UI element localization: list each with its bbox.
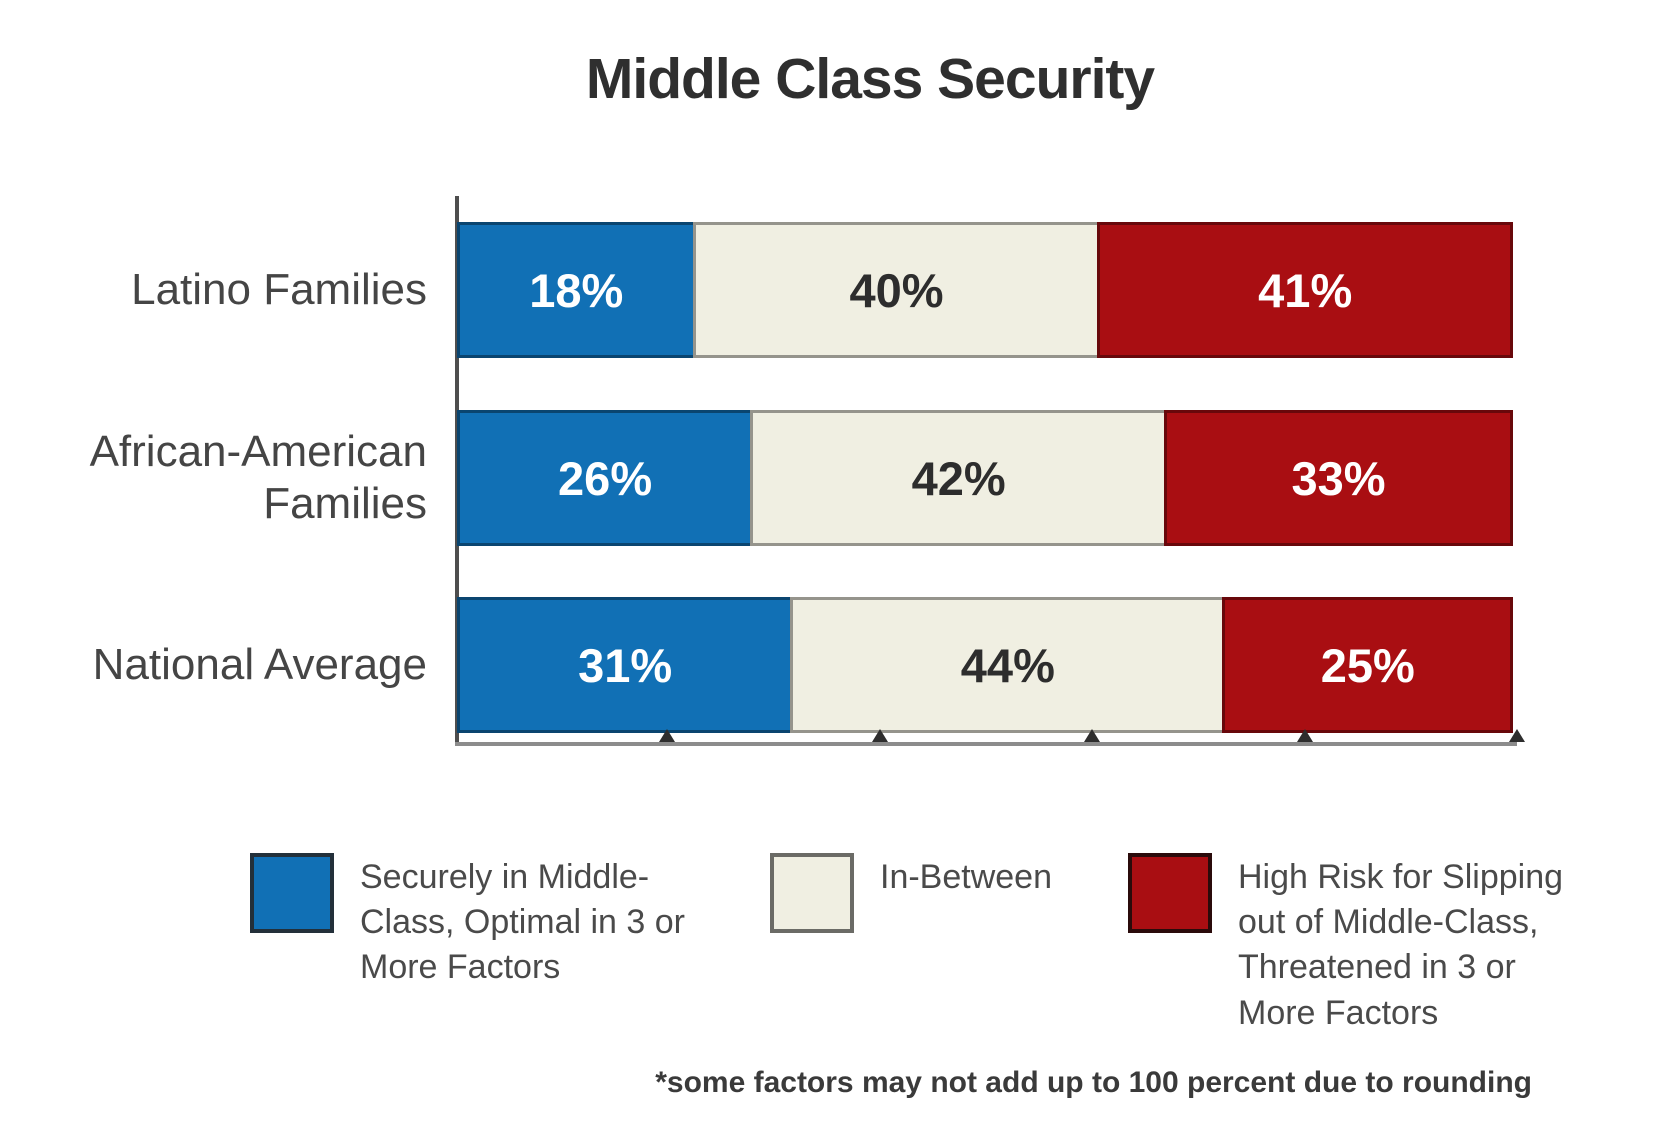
- legend-swatch-secure: [250, 853, 334, 933]
- bar-value-label: 40%: [849, 263, 944, 317]
- x-axis-tick: [1296, 729, 1313, 742]
- bar-segment-high-risk: 41%: [1097, 222, 1513, 358]
- legend-item-secure: Securely in Middle-Class, Optimal in 3 o…: [250, 853, 738, 991]
- bar-segment-in-between: 44%: [790, 597, 1226, 733]
- bar-segment-secure: 18%: [457, 222, 696, 358]
- x-axis-tick: [871, 729, 888, 742]
- legend-label: Securely in Middle-Class, Optimal in 3 o…: [360, 858, 685, 987]
- legend-label: High Risk for Slipping out of Middle-Cla…: [1238, 858, 1564, 1032]
- bar-segment-high-risk: 25%: [1222, 597, 1513, 733]
- legend-label: In-Between: [880, 858, 1052, 896]
- bar-row: Latino Families 18% 40% 41%: [0, 222, 1513, 358]
- legend-item-high-risk: High Risk for Slipping out of Middle-Cla…: [1128, 853, 1590, 1036]
- category-label: Latino Families: [131, 265, 427, 315]
- bar-segment-high-risk: 33%: [1164, 410, 1513, 546]
- x-axis-tick: [1084, 729, 1101, 742]
- bar-segment-in-between: 42%: [750, 410, 1168, 546]
- bar-value-label: 44%: [960, 638, 1055, 692]
- legend-swatch-high-risk: [1128, 853, 1212, 933]
- bar-segment-secure: 26%: [457, 410, 754, 546]
- bar-value-label: 33%: [1291, 451, 1386, 505]
- bar-value-label: 26%: [558, 451, 653, 505]
- x-axis-line: [455, 742, 1517, 746]
- bar-value-label: 25%: [1320, 638, 1415, 692]
- category-label: African-American Families: [89, 427, 427, 528]
- bar-segment-in-between: 40%: [692, 222, 1101, 358]
- chart-title: Middle Class Security: [585, 47, 1155, 111]
- bar-row: African-American Families 26% 42% 33%: [0, 410, 1513, 546]
- category-label: National Average: [92, 640, 427, 690]
- footnote: *some factors may not add up to 100 perc…: [655, 1066, 1532, 1099]
- x-axis-ticks: [455, 728, 1525, 742]
- bar-segment-secure: 31%: [457, 597, 794, 733]
- bar-value-label: 31%: [578, 638, 673, 692]
- bar-value-label: 18%: [529, 263, 624, 317]
- bars-area: Latino Families 18% 40% 41% African-American…: [0, 198, 1513, 747]
- legend-item-in-between: In-Between: [770, 853, 1052, 933]
- bar-value-label: 42%: [911, 451, 1006, 505]
- bar-row: National Average 31% 44% 25%: [0, 597, 1513, 733]
- x-axis-tick: [1509, 729, 1525, 742]
- legend-swatch-in-between: [770, 853, 854, 933]
- stacked-bar: 18% 40% 41%: [457, 222, 1513, 358]
- bar-value-label: 41%: [1258, 263, 1353, 317]
- x-axis-tick: [659, 729, 676, 742]
- stacked-bar: 26% 42% 33%: [457, 410, 1513, 546]
- stacked-bar: 31% 44% 25%: [457, 597, 1513, 733]
